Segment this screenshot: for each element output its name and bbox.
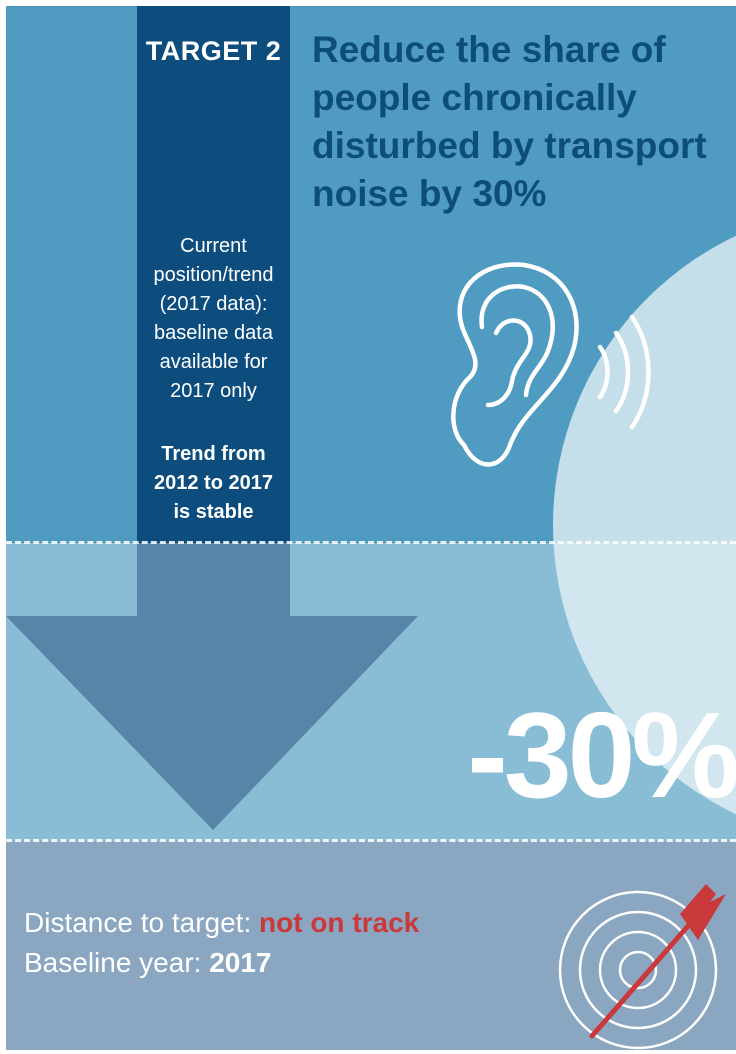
target-label: TARGET 2 <box>145 36 282 66</box>
target-column <box>137 6 290 543</box>
title-line: people chronically <box>312 77 637 118</box>
title-line: Reduce the share of <box>312 29 666 70</box>
trend-line: is stable <box>173 501 254 523</box>
title-line: noise by 30% <box>312 173 547 214</box>
current-position-text: Current position/trend (2017 data): base… <box>137 232 290 406</box>
trend-line: 2012 to 2017 <box>154 472 273 494</box>
distance-to-target: Distance to target: not on track <box>24 906 419 940</box>
trend-text: Trend from 2012 to 2017 is stable <box>137 440 290 527</box>
distance-label: Distance to target: <box>24 907 260 938</box>
baseline-label: Baseline year: <box>24 947 210 978</box>
page-title: Reduce the share of people chronically d… <box>312 26 736 218</box>
baseline-value: 2017 <box>209 947 272 978</box>
status-line: baseline data <box>154 322 273 344</box>
target-dart-icon <box>558 884 726 1050</box>
divider <box>6 839 736 842</box>
status-line: Current <box>180 235 247 257</box>
status-line: (2017 data): <box>159 293 268 315</box>
status-line: position/trend <box>153 264 274 286</box>
target-value: -30% <box>467 687 736 823</box>
bottom-band <box>6 841 736 1050</box>
title-line: disturbed by transport <box>312 125 707 166</box>
divider <box>6 541 736 544</box>
baseline-year: Baseline year: 2017 <box>24 946 272 980</box>
status-line: available for <box>159 351 268 373</box>
status-line: 2017 only <box>170 380 257 402</box>
sound-waves-icon <box>597 314 651 430</box>
trend-line: Trend from <box>161 443 266 465</box>
ear-icon <box>451 262 651 467</box>
distance-status: not on track <box>259 907 420 938</box>
